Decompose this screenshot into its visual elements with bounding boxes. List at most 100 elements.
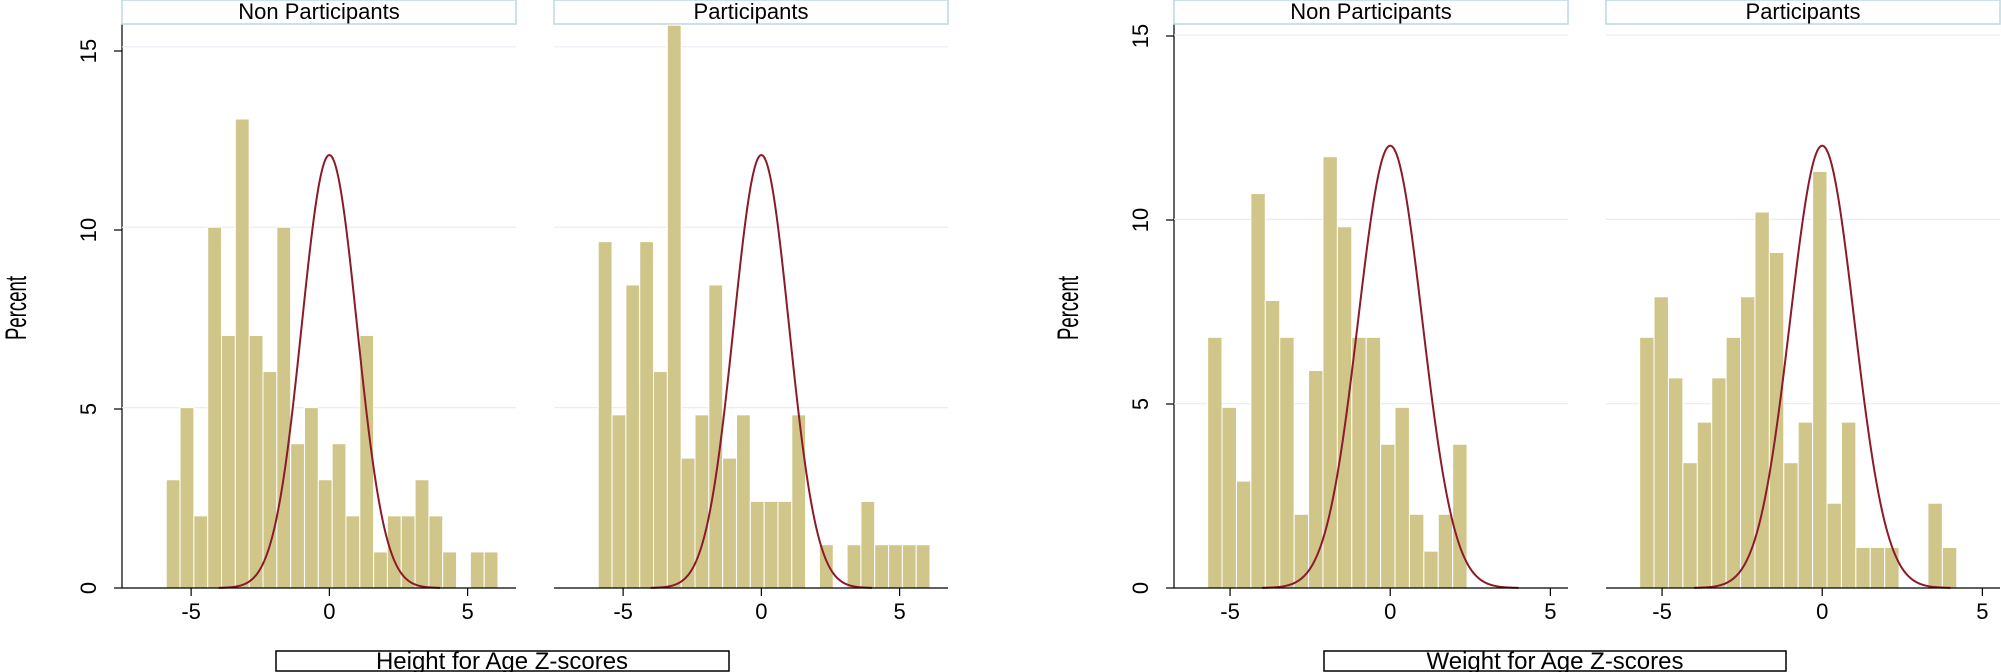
histogram-bar [165,479,181,589]
histogram-bar [345,515,361,589]
panel-title: Participants [694,0,809,24]
normal-density-curve [218,154,440,589]
x-tick-label: 0 [1384,599,1396,624]
histogram-bar [1696,421,1713,589]
histogram-bar [1768,252,1785,589]
histogram-bar [1711,377,1727,589]
histogram-bar [915,544,931,589]
x-tick-label: 5 [1544,599,1556,624]
histogram-bar [722,457,737,589]
histogram-bar [1423,550,1439,589]
histogram-bar [386,515,402,589]
x-axis: -5 0 5 [1606,587,2000,624]
histogram-bar [1812,170,1828,589]
x-tick-label: 5 [461,599,473,624]
panel-strip [1605,0,2001,25]
panel-height-participants: Participants -5 0 5 [553,0,949,624]
x-tick-label: 0 [323,599,335,624]
histogram-bar [262,371,278,589]
plot-area [1174,34,1568,589]
histogram-bar [179,407,195,589]
histogram-bar [1380,443,1396,589]
histogram-bar [625,284,641,589]
weight-figure: Percent 0 5 10 15 Non Participants -5 0 5 … [1052,0,2001,672]
histogram-bar [207,226,223,589]
histogram-bar [1365,336,1382,589]
histogram-bar [1452,443,1468,589]
histogram-bar [846,544,862,589]
histogram-bar [1279,336,1295,589]
histogram-bar [1927,502,1943,589]
x-tick-label: -5 [181,599,201,624]
histogram-bar [694,414,710,589]
histogram-bar [373,551,388,589]
histogram-bar [303,407,319,589]
histogram-bar [290,443,305,589]
x-tick-label: 5 [1976,599,1988,624]
histogram-bar [1408,513,1425,589]
histogram-bar [1293,513,1310,589]
histogram-bar [1308,370,1324,589]
panel-strip [553,0,949,25]
histogram-bar [1797,421,1814,589]
plot-area [554,24,948,589]
histogram-bar [818,544,834,589]
x-axis: -5 0 5 [1174,587,1568,624]
histogram-bar [248,334,264,589]
weight-x-axis-label: Weight for Age Z-scores [1427,648,1684,672]
histogram-bar [1394,406,1410,589]
height-y-axis: 0 5 10 15 [76,24,123,594]
histogram-bar [777,500,793,589]
panel-strip [121,0,517,25]
histogram-bar [639,241,655,589]
histogram-bar [901,544,917,589]
histogram-bar [331,443,347,589]
histogram-bar [276,226,292,589]
weight-y-tick-label: 15 [1128,24,1153,48]
histogram-bar [1437,513,1454,589]
histogram-bar [666,24,682,589]
histogram-bar [1221,406,1237,589]
histogram-bar [763,500,779,589]
histogram-bar [221,334,236,589]
panel-height-non-participants: Non Participants -5 0 5 [121,0,517,624]
histogram-bar [1207,336,1223,589]
histogram-bar [442,551,458,589]
histogram-bar [597,241,613,589]
histogram-bar [428,515,444,589]
panel-title: Non Participants [238,0,399,24]
panel-title: Non Participants [1290,0,1451,24]
height-y-tick-label: 15 [76,39,101,63]
weight-y-axis-label: Percent [1052,276,1086,340]
histogram-bar [1682,462,1698,589]
x-tick-label: 0 [1816,599,1828,624]
histogram-bar [791,414,807,589]
histogram-bar [1336,226,1353,589]
histogram-bar [874,544,890,589]
height-y-tick-label: 10 [76,218,101,242]
height-y-tick-label: 0 [76,582,101,594]
histogram-bar [1639,336,1655,589]
histogram-bar [1322,156,1338,589]
histogram-bar [1653,296,1669,589]
panel-weight-non-participants: Non Participants -5 0 5 [1173,0,1569,624]
histogram-bar [234,118,250,589]
histogram-bar [611,414,627,589]
histogram-bar [1869,546,1886,589]
histogram-bar [888,544,903,589]
histogram-bar [1840,421,1857,589]
histogram-bar [1235,480,1252,589]
panel-weight-participants: Participants -5 0 5 [1605,0,2001,624]
x-axis: -5 0 5 [554,587,948,624]
histogram-bar [193,515,209,589]
x-tick-label: -5 [1652,599,1672,624]
height-x-axis-label-box [275,650,730,672]
normal-density-curve [1262,144,1519,589]
plot-area [122,46,516,589]
histogram-bar [735,414,751,589]
weight-y-tick-label: 0 [1128,582,1153,594]
weight-x-axis-label-box [1323,650,1787,672]
histogram-bar [1250,193,1266,589]
x-tick-label: -5 [613,599,633,624]
